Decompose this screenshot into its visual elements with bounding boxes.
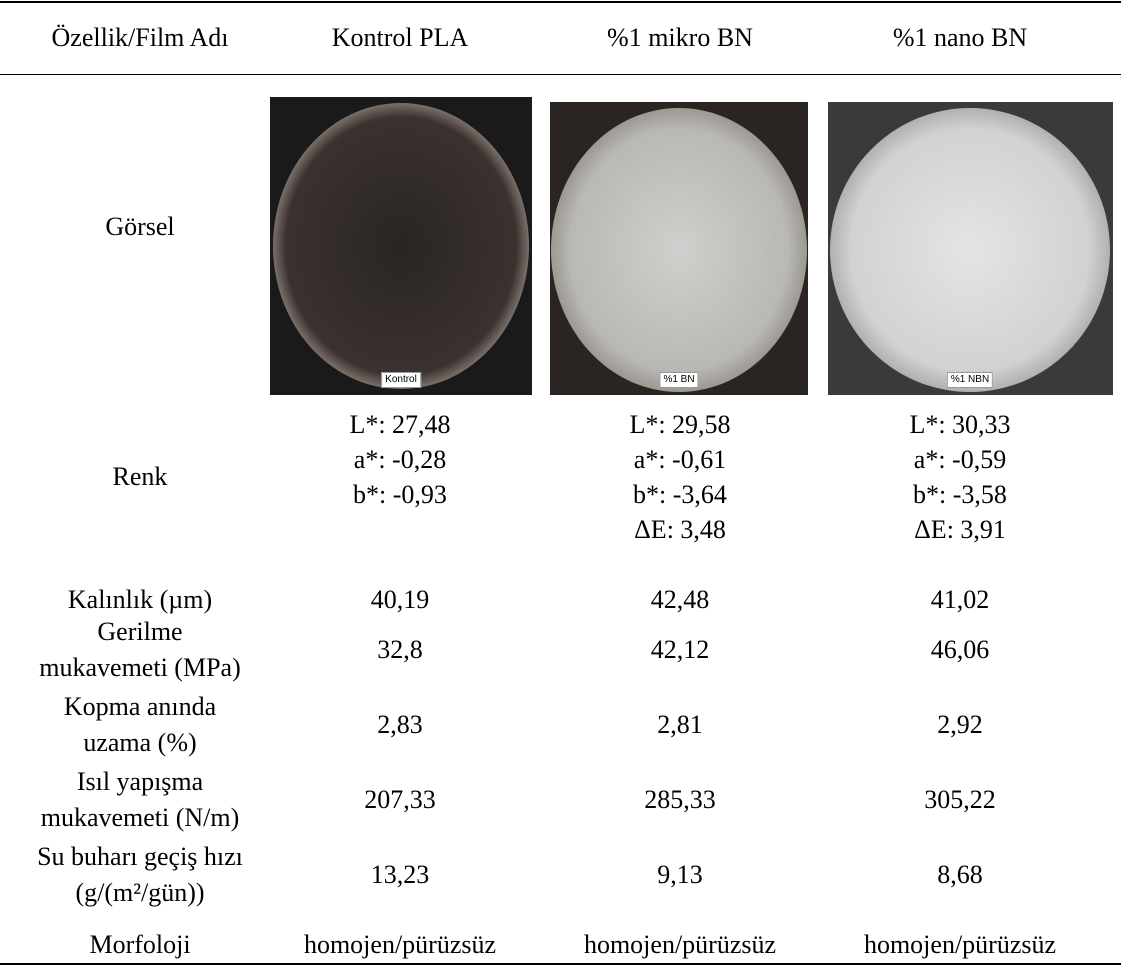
row-label: Kalınlık (µm) <box>68 587 212 613</box>
cell-value: homojen/pürüzsüz <box>584 932 776 958</box>
row-label: mukavemeti (N/m) <box>41 805 240 831</box>
color-value: b*: -3,64 <box>633 482 727 508</box>
color-value: b*: -3,58 <box>913 482 1007 508</box>
row-label: mukavemeti (MPa) <box>39 655 240 681</box>
color-value: L*: 29,58 <box>629 412 730 438</box>
header-cell: %1 mikro BN <box>607 25 753 51</box>
row-label: Su buharı geçiş hızı <box>37 844 243 870</box>
header-cell: %1 nano BN <box>893 25 1027 51</box>
color-value: L*: 27,48 <box>349 412 450 438</box>
header-cell: Özellik/Film Adı <box>52 25 229 51</box>
film-disc <box>273 103 529 389</box>
cell-value: 2,81 <box>657 712 703 738</box>
cell-value: 305,22 <box>924 787 996 813</box>
color-value: ΔE: 3,48 <box>634 517 726 543</box>
row-label: Isıl yapışma <box>77 769 203 795</box>
cell-value: 40,19 <box>371 587 430 613</box>
cell-value: 41,02 <box>931 587 990 613</box>
cell-value: 8,68 <box>937 862 983 888</box>
cell-value: 46,06 <box>931 637 990 663</box>
cell-value: 207,33 <box>364 787 436 813</box>
row-label: Kopma anında <box>64 694 216 720</box>
cell-value: 42,48 <box>651 587 710 613</box>
row-label: (g/(m²/gün)) <box>75 880 204 906</box>
row-label: Görsel <box>105 214 174 240</box>
header-cell: Kontrol PLA <box>332 25 469 51</box>
image-caption: %1 BN <box>659 372 698 388</box>
film-disc <box>830 108 1110 392</box>
image-caption: %1 NBN <box>947 372 993 388</box>
table-page: Özellik/Film Adı Kontrol PLA %1 mikro BN %1… <box>0 0 1121 967</box>
row-label: Morfoloji <box>89 932 190 958</box>
film-disc <box>551 108 807 392</box>
cell-value: 32,8 <box>377 637 423 663</box>
cell-value: 2,92 <box>937 712 983 738</box>
cell-value: homojen/pürüzsüz <box>864 932 1056 958</box>
image-caption: Kontrol <box>381 372 421 388</box>
cell-value: 2,83 <box>377 712 423 738</box>
cell-value: 42,12 <box>651 637 710 663</box>
color-value: a*: -0,28 <box>354 447 446 473</box>
cell-value: 9,13 <box>657 862 703 888</box>
row-label: uzama (%) <box>83 730 196 756</box>
color-value: L*: 30,33 <box>909 412 1010 438</box>
row-label: Gerilme <box>97 619 182 645</box>
color-value: a*: -0,59 <box>914 447 1006 473</box>
cell-value: homojen/pürüzsüz <box>304 932 496 958</box>
cell-value: 13,23 <box>371 862 430 888</box>
color-value: ΔE: 3,91 <box>914 517 1006 543</box>
color-value: a*: -0,61 <box>634 447 726 473</box>
cell-value: 285,33 <box>644 787 716 813</box>
color-value: b*: -0,93 <box>353 482 447 508</box>
row-label: Renk <box>113 464 168 490</box>
